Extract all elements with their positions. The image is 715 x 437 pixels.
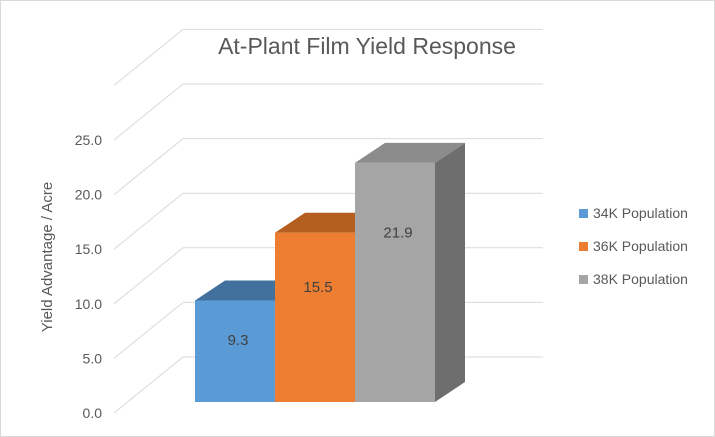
y-tick-label: 10.0 [75, 296, 102, 312]
y-tick-label: 25.0 [75, 132, 102, 148]
legend-swatch [579, 209, 588, 218]
bar-front [195, 300, 275, 402]
y-tick-label: 5.0 [83, 350, 103, 366]
gridline [113, 83, 543, 141]
legend-swatch [579, 275, 588, 284]
chart-title: At-Plant Film Yield Response [218, 33, 516, 59]
data-label: 15.5 [303, 279, 332, 296]
legend-swatch [579, 242, 588, 251]
data-label: 9.3 [228, 332, 249, 349]
legend: 34K Population 36K Population 38K Populati… [579, 205, 688, 287]
data-labels: 9.3 15.5 21.9 [228, 224, 413, 348]
gridline [113, 28, 543, 86]
legend-label: 34K Population [593, 205, 688, 221]
gridlines [113, 28, 543, 414]
bar-3 [355, 142, 465, 403]
legend-label: 38K Population [593, 271, 688, 287]
y-tick-label: 20.0 [75, 187, 102, 203]
y-axis-ticks: 0.0 5.0 10.0 15.0 20.0 25.0 [75, 132, 102, 421]
data-label: 21.9 [383, 224, 412, 241]
y-axis-label: Yield Advantage / Acre [39, 182, 56, 332]
bar-front [275, 232, 355, 402]
y-tick-label: 0.0 [83, 405, 103, 421]
gridline [113, 138, 543, 195]
bars [195, 142, 465, 403]
bar-side [435, 142, 465, 403]
bar-top [355, 142, 465, 163]
bar-front [355, 162, 435, 402]
legend-label: 36K Population [593, 238, 688, 254]
y-tick-label: 15.0 [75, 241, 102, 257]
